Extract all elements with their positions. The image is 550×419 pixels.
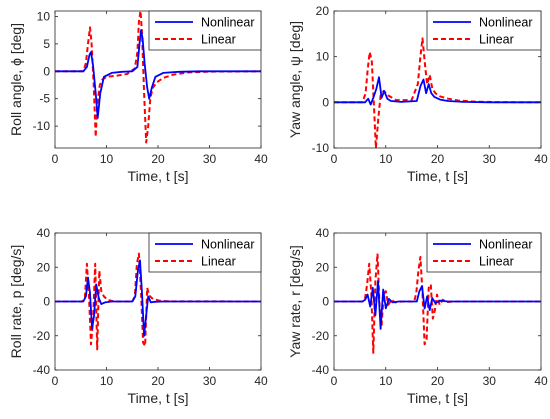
x-tick-label: 10	[379, 374, 393, 388]
y-tick-label: -5	[39, 92, 50, 106]
legend: Nonlinear Linear	[148, 10, 262, 51]
y-axis-label: Yaw angle, ψ [deg]	[287, 21, 303, 138]
series-line-linear	[55, 11, 261, 144]
x-tick-label: 20	[151, 152, 165, 166]
legend-label-linear: Linear	[479, 255, 514, 269]
x-tick-label: 30	[203, 374, 217, 388]
y-axis-label: Roll rate, p [deg/s]	[8, 245, 24, 359]
legend-box	[148, 10, 262, 51]
y-axis-label: Roll angle, ϕ [deg]	[8, 23, 24, 136]
x-axis-label: Time, t [s]	[128, 390, 189, 406]
legend: Nonlinear Linear	[426, 232, 542, 273]
x-axis-label: Time, t [s]	[407, 168, 468, 184]
legend-box	[426, 10, 542, 51]
series-line-nonlinear	[55, 29, 261, 119]
legend-label-nonlinear: Nonlinear	[201, 16, 255, 30]
legend-label-linear: Linear	[201, 33, 236, 47]
y-tick-label: -40	[33, 363, 51, 377]
y-tick-label: 5	[43, 37, 50, 51]
y-tick-label: -20	[33, 329, 51, 343]
legend-label-nonlinear: Nonlinear	[201, 238, 255, 252]
y-tick-label: 10	[37, 9, 51, 23]
series-line-nonlinear	[334, 279, 541, 330]
legend-box	[148, 232, 262, 273]
x-tick-label: 20	[431, 152, 445, 166]
y-tick-label: -40	[312, 363, 330, 377]
y-tick-label: 10	[316, 50, 330, 64]
x-tick-label: 10	[379, 152, 393, 166]
series-line-linear	[55, 252, 261, 351]
y-tick-label: -10	[33, 119, 51, 133]
y-tick-label: 0	[43, 64, 50, 78]
legend: Nonlinear Linear	[148, 232, 262, 273]
x-tick-label: 0	[52, 374, 59, 388]
y-tick-label: 20	[316, 4, 330, 18]
y-axis-label: Yaw rate, r [deg/s]	[287, 245, 303, 358]
x-tick-label: 10	[100, 374, 114, 388]
series-line-nonlinear	[334, 76, 541, 106]
x-tick-label: 40	[254, 152, 268, 166]
x-tick-label: 0	[331, 374, 338, 388]
x-tick-label: 0	[331, 152, 338, 166]
legend-box	[426, 232, 542, 273]
legend-label-nonlinear: Nonlinear	[479, 16, 533, 30]
y-tick-label: -20	[312, 329, 330, 343]
y-tick-label: 20	[37, 260, 51, 274]
x-tick-label: 40	[534, 374, 548, 388]
x-tick-label: 30	[203, 152, 217, 166]
y-tick-label: -10	[312, 141, 330, 155]
y-tick-label: 0	[43, 295, 50, 309]
chart-panel-3: 0 10 20 30 40 -40 -20 0 20 40 Time, t [s] Roll rate…	[8, 226, 268, 406]
x-tick-label: 40	[534, 152, 548, 166]
legend-label-nonlinear: Nonlinear	[479, 238, 533, 252]
x-tick-label: 30	[483, 152, 497, 166]
y-tick-label: 0	[322, 95, 329, 109]
legend-label-linear: Linear	[479, 33, 514, 47]
x-tick-label: 10	[100, 152, 114, 166]
series-line-nonlinear	[55, 259, 261, 337]
y-tick-label: 40	[316, 226, 330, 240]
legend: Nonlinear Linear	[426, 10, 542, 51]
series-line-linear	[334, 37, 541, 148]
x-tick-label: 0	[52, 152, 59, 166]
legend-label-linear: Linear	[201, 255, 236, 269]
x-axis-label: Time, t [s]	[128, 168, 189, 184]
chart-panel-1: 0 10 20 30 40 -10 -5 0 5 10 Time, t [s] Roll angle,…	[8, 9, 268, 184]
x-axis-label: Time, t [s]	[407, 390, 468, 406]
x-tick-label: 40	[254, 374, 268, 388]
y-tick-label: 40	[37, 226, 51, 240]
x-tick-label: 30	[483, 374, 497, 388]
x-tick-label: 20	[151, 374, 165, 388]
chart-panel-4: 0 10 20 30 40 -40 -20 0 20 40 Time, t [s] Yaw rate,…	[287, 226, 548, 406]
y-tick-label: 0	[322, 295, 329, 309]
y-tick-label: 20	[316, 260, 330, 274]
x-tick-label: 20	[431, 374, 445, 388]
